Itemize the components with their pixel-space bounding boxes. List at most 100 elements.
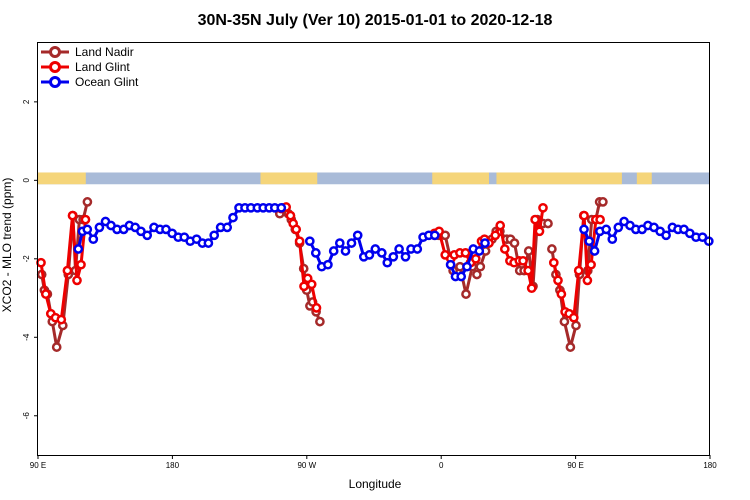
legend-swatch-marker <box>49 46 61 58</box>
data-point <box>579 224 589 235</box>
data-point <box>315 316 325 327</box>
land-band-2 <box>432 172 489 185</box>
data-point <box>142 230 153 241</box>
data-point <box>534 226 545 237</box>
data-point <box>209 230 220 241</box>
land-band-4 <box>636 172 652 185</box>
data-point <box>474 246 485 256</box>
data-point <box>595 214 605 225</box>
data-point <box>304 236 315 247</box>
data-point <box>370 244 381 254</box>
data-point <box>456 271 467 282</box>
y-tick-label: 2 <box>22 99 31 104</box>
data-point <box>311 303 322 313</box>
data-point <box>530 214 540 225</box>
data-point <box>276 202 287 213</box>
x-axis-label: Longitude <box>349 477 402 491</box>
land-band-3 <box>496 172 622 185</box>
data-point <box>462 261 472 272</box>
legend-swatch-marker <box>49 61 61 73</box>
ocean-band <box>38 172 710 185</box>
x-tick-label: 180 <box>166 461 180 470</box>
chart-title: 30N-35N July (Ver 10) 2015-01-01 to 2020… <box>198 12 553 29</box>
data-point <box>285 210 296 221</box>
legend-label: Land Glint <box>75 60 130 74</box>
data-point <box>470 253 481 264</box>
data-point <box>56 314 67 325</box>
data-point <box>310 248 321 258</box>
series-ocean-glint <box>73 202 714 282</box>
data-point <box>490 230 501 241</box>
data-point <box>88 234 99 245</box>
data-point <box>76 259 86 270</box>
data-point <box>323 259 333 270</box>
x-tick-label: 180 <box>703 461 717 470</box>
data-point <box>51 342 62 352</box>
data-point <box>523 246 534 256</box>
data-point <box>559 316 570 327</box>
series-layer <box>36 197 714 352</box>
data-point <box>475 261 486 272</box>
data-point <box>461 289 471 299</box>
legend-swatch-marker <box>49 76 61 88</box>
data-point <box>352 230 363 241</box>
data-point <box>523 265 533 276</box>
legend-item: Land Glint <box>41 60 130 74</box>
data-point <box>598 197 608 207</box>
x-tick-label: 90 W <box>297 461 316 470</box>
x-tick-label: 90 E <box>30 461 46 470</box>
data-point <box>376 248 387 258</box>
data-point <box>509 238 520 248</box>
data-point <box>412 244 423 254</box>
series-line <box>39 214 87 322</box>
y-axis-label: XCO2 - MLO trend (ppm) <box>0 178 14 313</box>
data-point <box>82 197 93 207</box>
data-point <box>571 320 581 331</box>
data-point <box>388 251 399 262</box>
data-point <box>703 236 714 247</box>
data-point <box>495 220 506 231</box>
data-point <box>499 244 510 254</box>
legend-item: Ocean Glint <box>41 75 139 89</box>
y-tick-label: -6 <box>22 412 31 420</box>
data-point <box>62 265 73 276</box>
x-tick-label: 90 E <box>567 461 583 470</box>
series-line <box>280 205 318 309</box>
plot-frame <box>37 42 710 456</box>
data-point <box>40 289 51 299</box>
x-axis: 90 E 180 90 W 0 90 E 180 <box>30 455 717 470</box>
data-point <box>222 222 233 233</box>
data-point <box>299 281 309 292</box>
data-point <box>480 238 490 248</box>
data-point <box>589 246 600 256</box>
data-point <box>661 230 671 241</box>
data-point <box>548 257 559 268</box>
data-point <box>579 210 589 221</box>
legend-label: Land Nadir <box>75 45 134 59</box>
data-point <box>80 214 91 225</box>
data-point <box>586 259 596 270</box>
land-band-1 <box>260 172 318 185</box>
y-tick-label: -4 <box>22 333 31 341</box>
data-point <box>394 244 404 254</box>
data-point <box>547 244 557 254</box>
data-point <box>72 275 82 286</box>
data-point <box>334 238 345 248</box>
data-point <box>364 250 375 260</box>
data-point <box>472 269 482 280</box>
data-point <box>291 224 302 235</box>
data-point <box>538 202 548 213</box>
data-point <box>553 275 563 286</box>
data-point <box>556 289 567 299</box>
y-tick-label: 0 <box>22 178 31 183</box>
data-point <box>328 246 339 256</box>
data-point <box>526 283 537 294</box>
data-point <box>518 255 528 266</box>
data-point <box>601 224 612 235</box>
legend-item: Land Nadir <box>41 45 134 59</box>
data-point <box>582 275 593 286</box>
data-point <box>382 257 393 268</box>
data-point <box>346 238 357 248</box>
